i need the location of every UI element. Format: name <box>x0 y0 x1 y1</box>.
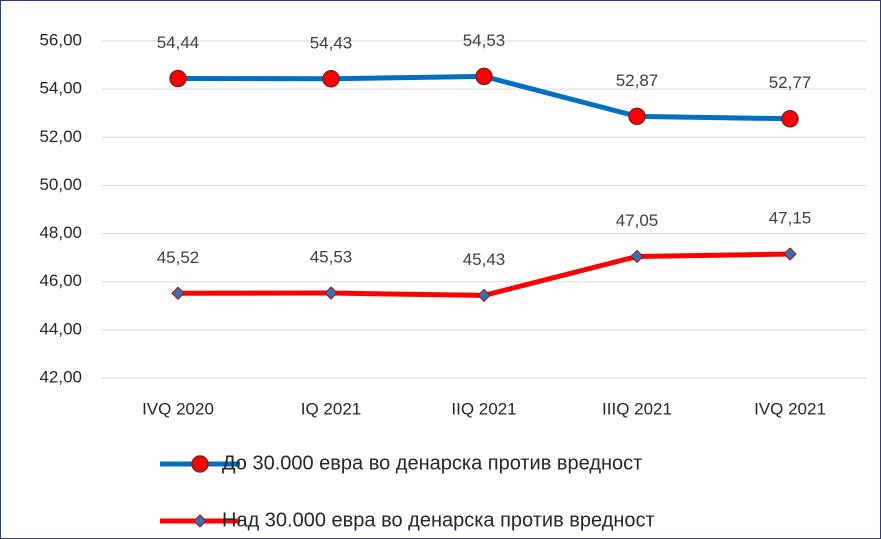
data-label: 54,43 <box>310 33 353 52</box>
data-point <box>475 67 493 86</box>
y-tick-label: 48,00 <box>39 223 82 242</box>
x-tick-label: IVQ 2021 <box>754 399 826 418</box>
data-label: 45,53 <box>310 248 353 267</box>
y-tick-label: 54,00 <box>39 79 82 98</box>
legend-marker <box>193 514 207 528</box>
legend-marker <box>191 455 209 473</box>
y-tick-label: 46,00 <box>39 271 82 290</box>
y-tick-label: 52,00 <box>39 127 82 146</box>
data-point <box>169 69 187 88</box>
x-tick-label: IQ 2021 <box>301 399 362 418</box>
legend-label: Над 30.000 евра во денарска против вредн… <box>222 509 655 531</box>
x-tick-label: IIQ 2021 <box>451 399 516 418</box>
y-tick-label: 56,00 <box>39 30 82 49</box>
data-point <box>171 286 185 300</box>
data-point <box>783 247 797 261</box>
data-label: 47,05 <box>616 211 659 230</box>
data-label: 47,15 <box>769 209 812 228</box>
legend-label: До 30.000 евра во денарска против вредно… <box>222 452 642 474</box>
data-point <box>628 107 646 126</box>
data-point <box>477 288 491 303</box>
y-tick-label: 50,00 <box>39 175 82 194</box>
y-tick-label: 42,00 <box>39 367 82 386</box>
data-label: 45,43 <box>463 250 506 269</box>
y-tick-label: 44,00 <box>39 319 82 338</box>
data-label: 54,44 <box>157 33 200 52</box>
data-point <box>630 249 644 264</box>
data-point <box>781 110 799 128</box>
data-label: 52,87 <box>616 71 659 90</box>
data-label: 45,52 <box>157 248 200 267</box>
data-point <box>324 286 338 300</box>
data-label: 54,53 <box>463 31 506 50</box>
data-point <box>322 70 340 88</box>
x-tick-label: IVQ 2020 <box>142 399 214 418</box>
x-tick-label: IIIQ 2021 <box>602 399 672 418</box>
data-label: 52,77 <box>769 73 812 92</box>
